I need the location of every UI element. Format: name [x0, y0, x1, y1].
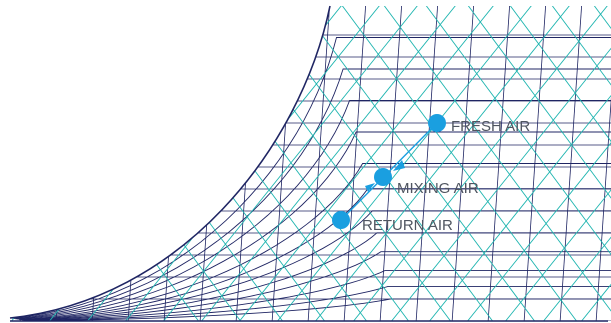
enthalpy-line — [313, 6, 575, 321]
dry-bulb-line — [595, 6, 611, 321]
enthalpy-line — [541, 6, 611, 321]
enthalpy-line — [85, 6, 347, 321]
relative-humidity-line — [19, 163, 611, 320]
relative-humidity-line — [24, 251, 611, 321]
relative-humidity-line — [23, 232, 611, 321]
wet-bulb-line — [463, 6, 611, 321]
dry-bulb-line — [343, 6, 367, 321]
wet-bulb-line — [337, 6, 579, 321]
dry-bulb-line — [451, 6, 475, 321]
wet-bulb-line — [295, 6, 537, 321]
enthalpy-line — [465, 6, 611, 321]
dry-bulb-line — [487, 6, 511, 321]
dry-bulb-line — [55, 6, 79, 321]
wet-bulb-line — [379, 6, 611, 321]
return-air-point — [332, 211, 350, 229]
enthalpy-line — [47, 6, 309, 321]
relative-humidity-line — [25, 270, 611, 321]
wet-bulb-line — [10, 6, 243, 321]
dry-bulb-line — [19, 6, 43, 321]
enthalpy-line — [237, 6, 499, 321]
saturation-curve — [9, 5, 331, 319]
wet-bulb-line — [547, 6, 611, 321]
fresh-air-label: FRESH AIR — [451, 118, 530, 135]
mixing-process: FRESH AIR MIXING AIR RETURN AIR — [332, 114, 530, 234]
enthalpy-line — [389, 6, 611, 321]
enthalpy-line — [123, 6, 385, 321]
wet-bulb-line — [421, 6, 611, 321]
dry-bulb-line — [523, 6, 547, 321]
wet-bulb-line — [10, 6, 201, 321]
relative-humidity-line — [27, 298, 611, 321]
dry-bulb-line — [163, 6, 187, 321]
return-air-label: RETURN AIR — [362, 217, 453, 234]
relative-humidity-line — [13, 68, 611, 320]
dry-bulb-line — [559, 6, 583, 321]
dry-bulb-line — [127, 6, 151, 321]
enthalpy-line — [503, 6, 611, 321]
relative-humidity-line — [21, 210, 611, 321]
enthalpy-line — [351, 6, 611, 321]
enthalpy-line — [199, 6, 461, 321]
dry-bulb-line — [91, 6, 115, 321]
arrow-from-return-icon — [365, 183, 375, 192]
arrow-from-fresh-icon — [393, 160, 405, 171]
relative-humidity-line — [17, 131, 611, 320]
enthalpy-line — [161, 6, 423, 321]
mixing-air-point — [374, 168, 392, 186]
dry-bulb-line — [415, 6, 439, 321]
wet-bulb-line — [505, 6, 611, 321]
dry-bulb-line — [379, 6, 403, 321]
wet-bulb-line — [589, 6, 611, 321]
enthalpy-line — [427, 6, 611, 321]
relative-humidity-line — [11, 37, 611, 319]
enthalpy-line — [275, 6, 537, 321]
relative-humidity-line — [26, 285, 611, 321]
mixing-air-label: MIXING AIR — [397, 180, 479, 197]
fresh-air-point — [428, 114, 446, 132]
relative-humidity-line — [15, 100, 611, 320]
dry-bulb-line — [271, 6, 295, 321]
